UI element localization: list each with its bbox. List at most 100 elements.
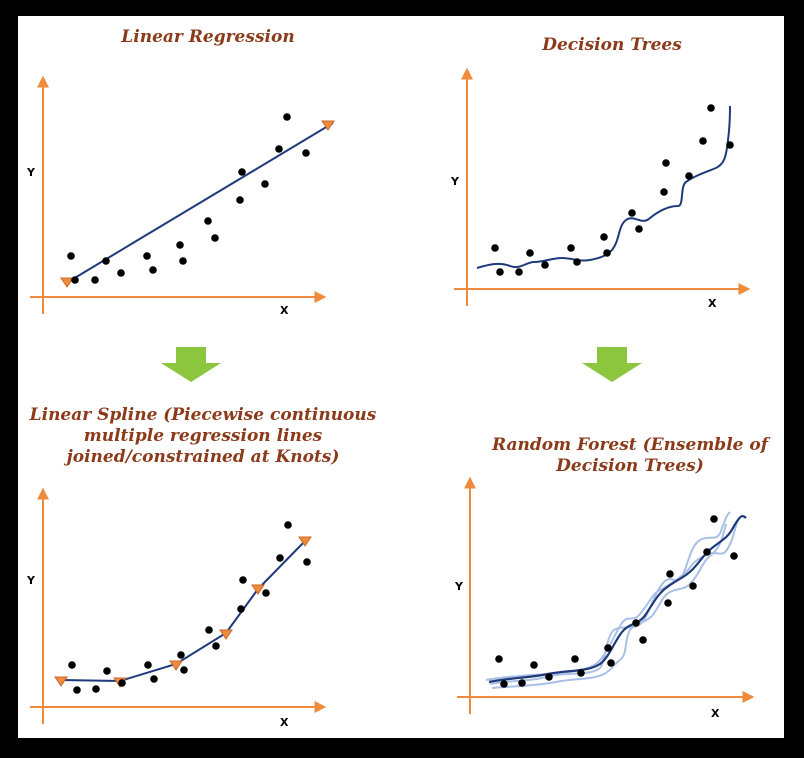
rf-point xyxy=(530,661,538,669)
ls-point xyxy=(92,685,100,693)
ls-point xyxy=(212,642,220,650)
down-arrow-icon xyxy=(161,347,221,382)
ls-knot xyxy=(169,660,183,671)
ls-points xyxy=(68,521,311,694)
linear-spline-x-label: X xyxy=(280,716,289,729)
down-arrow-left xyxy=(161,347,221,382)
rf-point xyxy=(689,582,697,590)
dt-point xyxy=(541,261,549,269)
lr-point xyxy=(67,252,75,260)
ls-point xyxy=(150,675,158,683)
rf-point xyxy=(639,636,647,644)
dt-point xyxy=(491,244,499,252)
ls-point xyxy=(118,679,126,687)
lr-regression-line xyxy=(67,122,334,283)
random-forest-title-line-1: Random Forest (Ensemble of xyxy=(491,435,769,455)
linear-regression-title: Linear Regression xyxy=(121,27,295,47)
rf-point xyxy=(730,552,738,560)
decision-trees-plot xyxy=(454,67,751,306)
rf-point xyxy=(545,673,553,681)
linear-spline-title-line-2: multiple regression lines xyxy=(83,426,323,446)
linear-spline-y-label: Y xyxy=(27,574,35,587)
random-forest-plot xyxy=(457,476,755,714)
dt-point xyxy=(515,268,523,276)
dt-point xyxy=(526,249,534,257)
lr-knot-start xyxy=(60,277,74,288)
linear-regression-plot xyxy=(30,75,335,314)
linear-spline-title-line-1: Linear Spline (Piecewise continuous xyxy=(29,405,377,425)
dt-points xyxy=(491,104,734,276)
lr-point xyxy=(236,196,244,204)
ls-point xyxy=(103,667,111,675)
dt-point xyxy=(628,209,636,217)
ls-point xyxy=(73,686,81,694)
lr-point xyxy=(211,234,219,242)
ls-knots xyxy=(54,536,312,688)
dt-fit-curve xyxy=(476,105,731,269)
ls-point xyxy=(68,661,76,669)
rf-ensemble-curve xyxy=(488,515,747,684)
dt-point xyxy=(726,141,734,149)
lr-knot-end xyxy=(321,120,335,131)
dt-point xyxy=(660,188,668,196)
ls-knot xyxy=(54,676,68,687)
down-arrow-right xyxy=(582,347,642,382)
ls-point xyxy=(303,558,311,566)
rf-point xyxy=(518,679,526,687)
dt-point xyxy=(699,137,707,145)
ls-knot xyxy=(251,584,265,595)
ls-point xyxy=(276,554,284,562)
decision-trees-title: Decision Trees xyxy=(542,35,682,55)
lr-point xyxy=(102,257,110,265)
rf-tree-curve-light xyxy=(489,511,731,685)
rf-point xyxy=(604,644,612,652)
rf-point xyxy=(664,599,672,607)
dt-point xyxy=(603,249,611,257)
lr-point xyxy=(117,269,125,277)
ls-point xyxy=(284,521,292,529)
diagram-canvas xyxy=(18,16,784,738)
down-arrow-icon xyxy=(582,347,642,382)
rf-point xyxy=(666,570,674,578)
ls-point xyxy=(237,605,245,613)
lr-point xyxy=(204,217,212,225)
linear-spline-title: Linear Spline (Piecewise continuous mult… xyxy=(18,405,388,468)
lr-point xyxy=(91,276,99,284)
lr-point xyxy=(176,241,184,249)
rf-point xyxy=(495,655,503,663)
linear-spline-title-line-3: joined/constrained at Knots) xyxy=(66,447,340,467)
lr-point xyxy=(71,276,79,284)
lr-point xyxy=(143,252,151,260)
rf-point xyxy=(710,515,718,523)
dt-point xyxy=(567,244,575,252)
lr-point xyxy=(149,266,157,274)
dt-point xyxy=(573,258,581,266)
lr-point xyxy=(283,113,291,121)
decision-trees-y-label: Y xyxy=(451,175,459,188)
lr-points xyxy=(67,113,310,284)
dt-point xyxy=(496,268,504,276)
rf-point xyxy=(632,619,640,627)
random-forest-y-label: Y xyxy=(455,580,463,593)
random-forest-title-line-2: Decision Trees) xyxy=(556,456,704,476)
dt-point xyxy=(662,159,670,167)
rf-points xyxy=(495,515,738,688)
rf-point xyxy=(500,680,508,688)
ls-point xyxy=(205,626,213,634)
random-forest-title: Random Forest (Ensemble of Decision Tree… xyxy=(480,435,780,477)
rf-point xyxy=(571,655,579,663)
random-forest-x-label: X xyxy=(711,707,720,720)
rf-point xyxy=(607,659,615,667)
rf-point xyxy=(703,548,711,556)
linear-regression-x-label: X xyxy=(280,304,289,317)
rf-point xyxy=(577,669,585,677)
ls-point xyxy=(262,589,270,597)
ls-point xyxy=(239,576,247,584)
linear-regression-y-label: Y xyxy=(27,166,35,179)
rf-tree-curve-light xyxy=(485,519,739,681)
ls-knot xyxy=(219,629,233,640)
ls-spline-line xyxy=(60,540,306,683)
lr-point xyxy=(238,168,246,176)
